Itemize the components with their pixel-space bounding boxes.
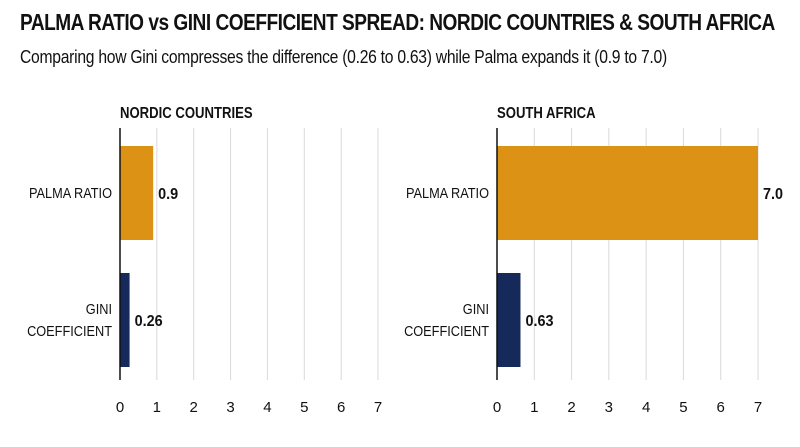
- category-label: GINI: [86, 300, 112, 317]
- panel-title: NORDIC COUNTRIES: [120, 105, 253, 122]
- tick-label: 5: [679, 399, 687, 416]
- category-label: PALMA RATIO: [29, 184, 112, 201]
- bar-palma: [120, 146, 154, 240]
- value-label: 0.26: [135, 312, 163, 330]
- tick-label: 6: [337, 399, 345, 416]
- bar-gini: [497, 273, 521, 367]
- tick-label: 0: [493, 399, 501, 416]
- chart-subtitle: Comparing how Gini compresses the differ…: [20, 47, 667, 67]
- category-label: COEFFICIENT: [27, 322, 112, 339]
- tick-label: 3: [226, 399, 234, 416]
- value-label: 7.0: [763, 185, 783, 203]
- tick-label: 5: [300, 399, 308, 416]
- tick-label: 4: [263, 399, 271, 416]
- panel-nordic: NORDIC COUNTRIES PALMA RATIO 0.9 GINI COEFFI…: [27, 105, 382, 416]
- panel-south-africa: SOUTH AFRICA PALMA RATIO 7.0 GINI COEFFICIEN…: [404, 105, 783, 416]
- tick-label: 3: [605, 399, 613, 416]
- tick-label: 2: [567, 399, 575, 416]
- value-label: 0.9: [158, 185, 178, 203]
- bar-gini: [120, 273, 130, 367]
- chart-title: PALMA RATIO vs GINI COEFFICIENT SPREAD: …: [20, 9, 775, 35]
- value-label: 0.63: [525, 312, 553, 330]
- tick-label: 0: [116, 399, 124, 416]
- tick-label: 7: [754, 399, 762, 416]
- panel-title: SOUTH AFRICA: [497, 105, 596, 122]
- bar-palma: [497, 146, 758, 240]
- tick-label: 4: [642, 399, 650, 416]
- category-label: PALMA RATIO: [406, 184, 489, 201]
- tick-label: 7: [374, 399, 382, 416]
- tick-label: 6: [717, 399, 725, 416]
- tick-label: 2: [190, 399, 198, 416]
- category-label: COEFFICIENT: [404, 322, 489, 339]
- tick-label: 1: [153, 399, 161, 416]
- tick-label: 1: [530, 399, 538, 416]
- category-label: GINI: [463, 300, 489, 317]
